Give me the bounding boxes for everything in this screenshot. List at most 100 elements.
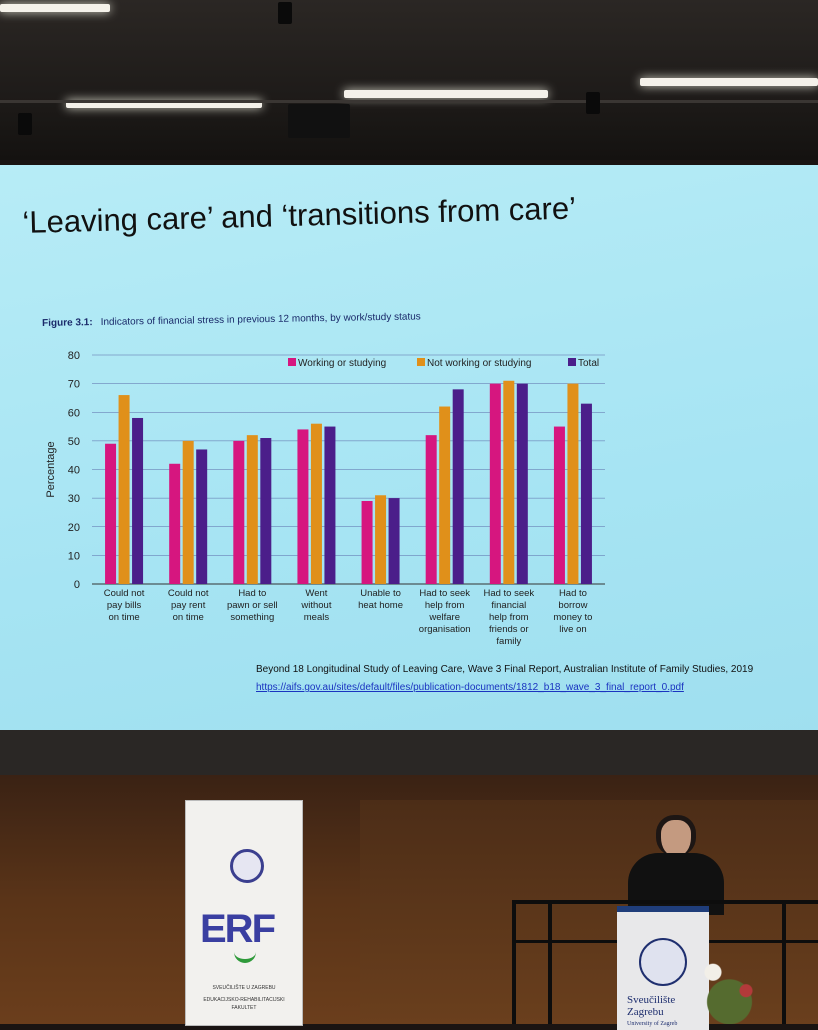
bar xyxy=(233,440,245,584)
erf-logo: ERF xyxy=(200,907,276,951)
x-tick-label: heat home xyxy=(358,600,403,611)
flower-arrangement xyxy=(680,950,790,1024)
legend-label: Total xyxy=(578,358,599,369)
bar xyxy=(452,389,464,584)
ceiling-light xyxy=(640,78,818,86)
podium-line-3: University of Zagreb xyxy=(627,1021,678,1027)
ceiling xyxy=(0,0,818,160)
ceiling-light xyxy=(66,100,262,108)
projector xyxy=(288,104,350,138)
x-tick-label: family xyxy=(496,636,521,647)
bar xyxy=(503,380,515,584)
speaker-head xyxy=(656,815,696,856)
podium-seal-icon xyxy=(639,938,687,986)
ceiling-rail xyxy=(0,100,818,103)
y-tick-label: 40 xyxy=(68,465,80,477)
x-tick-label: pawn or sell xyxy=(227,600,278,611)
bar xyxy=(118,395,130,584)
bar xyxy=(516,383,528,584)
y-tick-label: 80 xyxy=(68,350,80,362)
x-tick-label: money to xyxy=(553,612,592,623)
railing-top xyxy=(512,900,818,904)
bar xyxy=(489,383,501,584)
bar xyxy=(324,426,336,584)
bar xyxy=(375,495,387,584)
x-tick-label: Had to xyxy=(559,588,587,599)
x-tick-label: Had to xyxy=(238,588,266,599)
x-tick-label: Had to seek xyxy=(483,588,534,599)
x-tick-label: meals xyxy=(304,612,330,623)
x-tick-label: pay bills xyxy=(107,600,142,611)
x-tick-label: welfare xyxy=(428,612,460,623)
roll-up-banner: ERF SVEUČILIŠTE U ZAGREBU EDUKACIJSKO-RE… xyxy=(185,800,303,1026)
y-tick-label: 10 xyxy=(68,550,80,562)
y-tick-label: 70 xyxy=(68,379,80,391)
bar xyxy=(182,440,194,584)
railing-post xyxy=(548,900,552,1024)
x-tick-label: pay rent xyxy=(171,600,206,611)
legend-label: Not working or studying xyxy=(427,358,532,369)
podium-line-2: Zagrebu xyxy=(627,1006,664,1018)
banner-line-1: SVEUČILIŠTE U ZAGREBU xyxy=(212,985,276,991)
speaker-torso xyxy=(628,853,724,915)
x-tick-label: Had to seek xyxy=(419,588,470,599)
x-tick-label: Went xyxy=(305,588,327,599)
ceiling-light xyxy=(0,4,110,12)
source-link[interactable]: https://aifs.gov.au/sites/default/files/… xyxy=(256,682,684,693)
legend-swatch xyxy=(568,358,576,366)
x-tick-label: on time xyxy=(173,612,204,623)
x-tick-label: friends or xyxy=(489,624,529,635)
x-tick-label: organisation xyxy=(419,624,471,635)
x-tick-label: Could not xyxy=(104,588,145,599)
bar xyxy=(297,429,309,584)
banner-line-3: FAKULTET xyxy=(231,1005,257,1011)
bar xyxy=(260,438,272,584)
bar xyxy=(425,435,437,584)
x-tick-label: without xyxy=(300,600,331,611)
podium-text: Sveučilište Zagrebu University of Zagreb xyxy=(627,994,677,1030)
bar xyxy=(169,463,181,584)
y-tick-label: 30 xyxy=(68,493,80,505)
legend-label: Working or studying xyxy=(298,358,386,369)
y-tick-label: 60 xyxy=(68,407,80,419)
podium-line-1: Sveučilište xyxy=(627,994,676,1006)
bar xyxy=(310,423,322,584)
y-tick-label: 0 xyxy=(74,579,80,591)
bar xyxy=(246,435,258,584)
y-tick-label: 20 xyxy=(68,522,80,534)
screen-bottom-edge xyxy=(0,730,818,775)
legend-swatch xyxy=(288,358,296,366)
railing-post xyxy=(512,900,516,1024)
ceiling-spotlight xyxy=(18,113,32,135)
university-seal-icon xyxy=(230,849,264,883)
x-tick-label: Could not xyxy=(168,588,209,599)
bar xyxy=(105,443,117,584)
y-tick-label: 50 xyxy=(68,436,80,448)
bar xyxy=(361,500,373,584)
logo-swoosh-icon xyxy=(234,949,256,963)
figure-label: Figure 3.1: xyxy=(42,317,93,329)
bar xyxy=(388,498,400,584)
bar xyxy=(196,449,208,584)
banner-line-2: EDUKACIJSKO-REHABILITACIJSKI xyxy=(203,997,285,1003)
ceiling-spotlight xyxy=(278,2,292,24)
y-axis-label: Percentage xyxy=(45,441,57,497)
source-citation: Beyond 18 Longitudinal Study of Leaving … xyxy=(256,664,754,675)
bar xyxy=(553,426,565,584)
x-tick-label: something xyxy=(230,612,274,623)
legend-swatch xyxy=(417,358,425,366)
ceiling-light xyxy=(344,90,548,98)
ceiling-spotlight xyxy=(586,92,600,114)
x-tick-label: help from xyxy=(489,612,529,623)
bar xyxy=(567,383,579,584)
bar xyxy=(439,406,451,584)
x-tick-label: financial xyxy=(491,600,526,611)
x-tick-label: live on xyxy=(559,624,586,635)
speaker xyxy=(628,815,724,915)
x-tick-label: Unable to xyxy=(360,588,401,599)
x-tick-label: on time xyxy=(108,612,139,623)
bar xyxy=(580,403,592,584)
x-tick-label: borrow xyxy=(558,600,587,611)
x-tick-label: help from xyxy=(425,600,465,611)
